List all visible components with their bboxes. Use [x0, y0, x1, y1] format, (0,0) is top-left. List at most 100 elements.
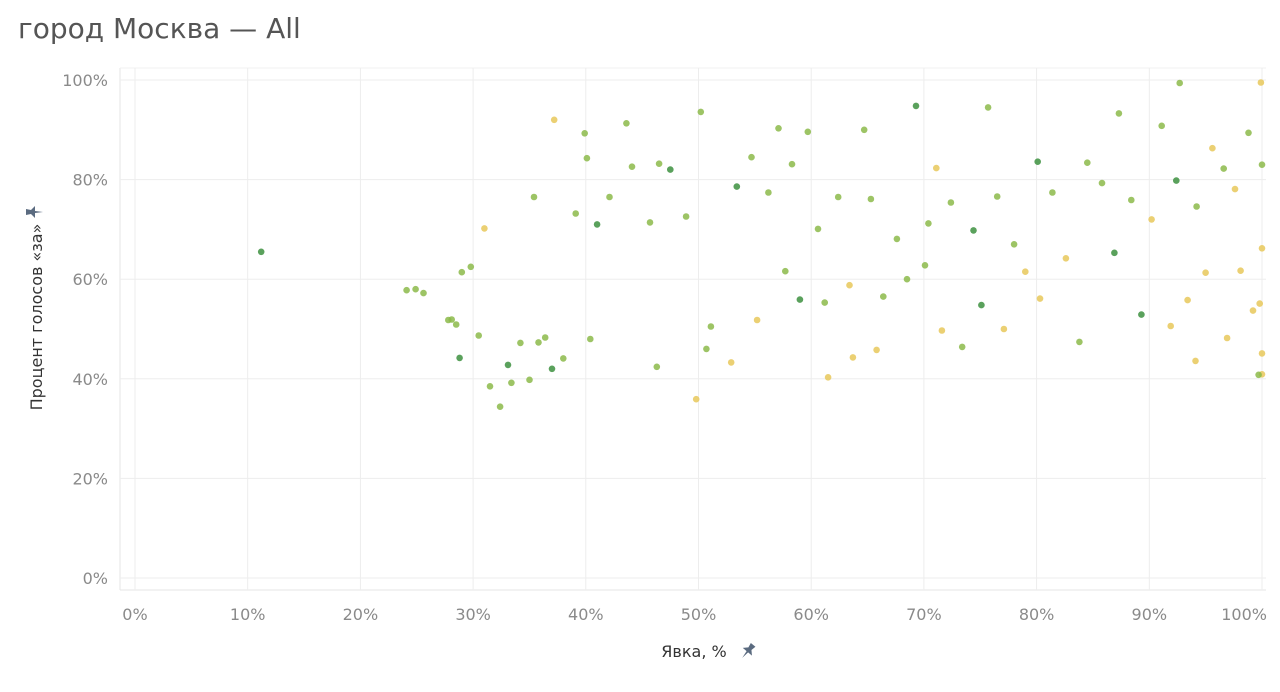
data-point — [1034, 158, 1041, 165]
data-point — [1237, 267, 1244, 275]
data-point — [947, 199, 955, 206]
data-point — [1138, 311, 1145, 318]
data-point — [814, 225, 822, 233]
data-points — [257, 79, 1266, 411]
data-point — [834, 193, 842, 201]
data-point — [1111, 249, 1118, 257]
data-point — [1220, 165, 1227, 172]
data-point — [925, 220, 932, 227]
y-tick-label: 80% — [72, 171, 108, 190]
data-point — [938, 327, 946, 334]
data-point — [1128, 196, 1135, 204]
x-tick-label: 60% — [793, 605, 829, 624]
data-point — [1255, 371, 1262, 379]
data-point — [481, 225, 488, 232]
data-point — [824, 374, 832, 381]
data-point — [727, 359, 735, 366]
data-point — [1158, 122, 1165, 130]
data-point — [412, 285, 419, 293]
x-tick-label: 0% — [122, 605, 147, 624]
data-point — [1192, 357, 1199, 365]
data-point — [1115, 110, 1123, 117]
x-tick-label: 20% — [343, 605, 379, 624]
data-point — [1148, 216, 1155, 223]
data-point — [593, 221, 601, 228]
data-point — [765, 189, 772, 196]
data-point — [984, 104, 992, 111]
data-point — [748, 153, 755, 161]
data-point — [880, 293, 887, 300]
data-point — [788, 160, 796, 168]
data-point — [1062, 254, 1070, 262]
y-tick-label: 100% — [62, 71, 108, 90]
data-point — [1258, 161, 1266, 168]
data-point — [452, 321, 460, 328]
x-tick-label: 100% — [1221, 605, 1267, 624]
data-point — [753, 316, 761, 324]
data-point — [1084, 159, 1091, 166]
data-point — [623, 120, 630, 127]
x-tick-label: 80% — [1019, 605, 1055, 624]
data-point — [1257, 79, 1265, 86]
data-point — [846, 281, 853, 289]
data-point — [958, 343, 966, 351]
data-point — [535, 339, 542, 346]
data-point — [467, 263, 475, 271]
data-point — [550, 116, 558, 124]
x-axis-ticks: 0% 10% 20% 30% 40% 50% 60% 70% 80% 90% 100% — [122, 605, 1267, 624]
data-point — [1258, 350, 1266, 357]
data-point — [1173, 177, 1180, 184]
data-point — [517, 339, 524, 347]
data-point — [458, 268, 466, 276]
data-point — [1010, 241, 1018, 248]
data-point — [508, 379, 515, 387]
data-point — [775, 125, 782, 132]
data-point — [1256, 300, 1263, 307]
data-point — [572, 210, 579, 217]
data-point — [912, 102, 920, 110]
x-tick-label: 90% — [1132, 605, 1168, 624]
data-point — [978, 301, 985, 309]
page-title: город Москва — All — [18, 12, 301, 45]
data-point — [1193, 203, 1200, 210]
data-point — [667, 166, 674, 173]
data-point — [587, 335, 594, 343]
data-point — [796, 296, 804, 303]
data-point — [583, 154, 591, 162]
data-point — [530, 193, 538, 201]
data-point — [703, 345, 710, 353]
data-point — [860, 126, 868, 134]
x-tick-label: 50% — [681, 605, 717, 624]
x-axis-pin-icon[interactable] — [738, 641, 758, 662]
data-point — [1000, 325, 1008, 333]
data-point — [403, 286, 410, 294]
data-point — [933, 164, 940, 172]
data-point — [420, 289, 427, 297]
data-point — [548, 365, 556, 373]
data-point — [1258, 245, 1266, 252]
data-point — [1231, 185, 1239, 193]
data-point — [893, 235, 901, 243]
data-point — [581, 130, 588, 137]
data-point — [867, 195, 875, 203]
data-point — [1184, 296, 1191, 304]
data-point — [496, 403, 504, 411]
data-point — [448, 316, 456, 323]
data-point — [993, 193, 1001, 200]
data-point — [1209, 144, 1216, 152]
data-point — [1049, 189, 1056, 196]
data-point — [849, 354, 857, 361]
data-point — [921, 262, 929, 269]
data-point — [526, 376, 533, 384]
data-point — [655, 160, 663, 167]
data-point — [1249, 307, 1257, 314]
data-point — [504, 361, 512, 369]
x-axis-title: Явка, % — [661, 642, 726, 661]
data-point — [1036, 295, 1044, 302]
y-axis-pin-icon[interactable] — [26, 206, 43, 218]
data-point — [821, 299, 828, 306]
data-point — [628, 163, 636, 170]
y-axis-ticks: 0% 20% 40% 60% 80% 100% — [62, 71, 108, 588]
x-tick-label: 30% — [455, 605, 491, 624]
